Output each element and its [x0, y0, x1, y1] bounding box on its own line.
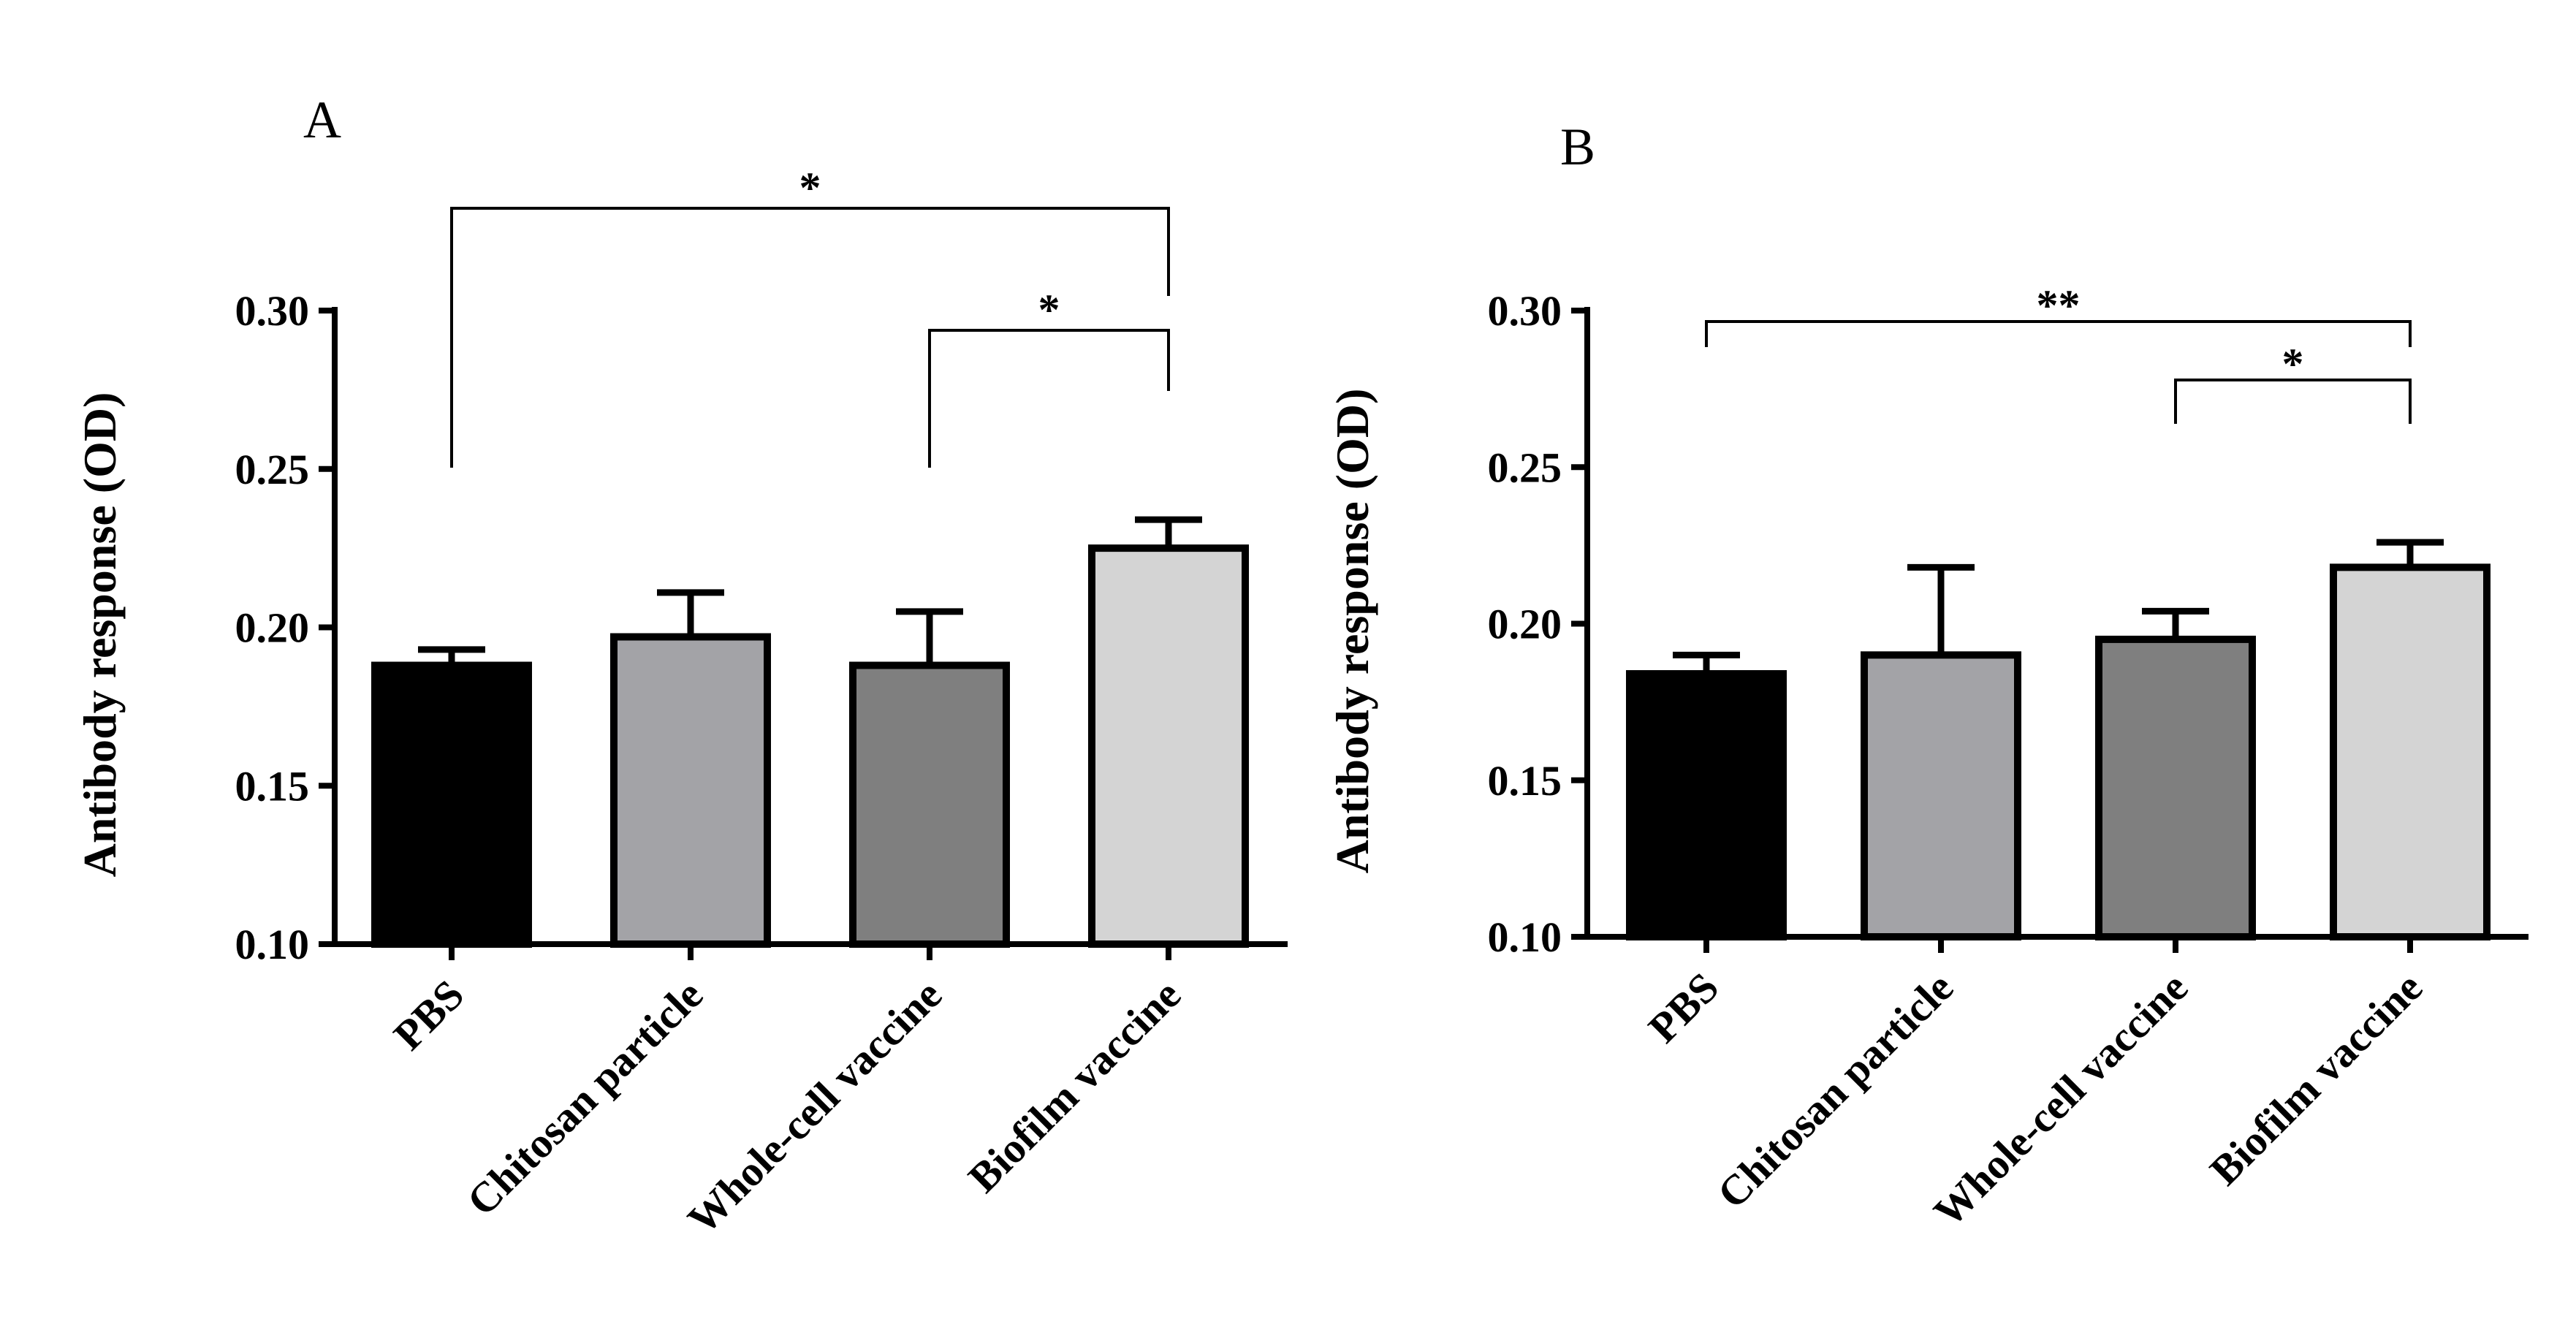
significance-bracket: [2174, 379, 2412, 424]
x-tick-label: Biofilm vaccine: [959, 970, 1190, 1201]
significance-label: *: [1038, 286, 1060, 334]
y-tick-label: 0.10: [235, 921, 310, 968]
x-tick-label: Chitosan particle: [1708, 963, 1962, 1217]
y-axis-title: Antibody response (OD): [74, 392, 126, 878]
bar: [371, 661, 532, 949]
significance-label: *: [799, 164, 821, 212]
bar: [849, 661, 1010, 949]
y-tick-label: 0.25: [1488, 444, 1562, 491]
y-tick-label: 0.15: [235, 762, 310, 810]
y-tick-label: 0.25: [235, 446, 310, 493]
y-tick-label: 0.30: [235, 287, 310, 335]
bar: [610, 633, 771, 948]
significance-bracket: [1705, 320, 2412, 347]
y-tick-label: 0.20: [1488, 601, 1562, 648]
x-tick-label: Biofilm vaccine: [2200, 963, 2431, 1194]
panel-letter: A: [303, 91, 341, 149]
x-tick-label: PBS: [384, 970, 473, 1059]
y-tick-label: 0.30: [1488, 287, 1562, 335]
x-tick-label: Whole-cell vaccine: [1924, 963, 2197, 1236]
bar: [2095, 635, 2256, 940]
panel-letter: B: [1560, 118, 1595, 176]
significance-label: *: [2282, 340, 2304, 388]
y-tick-label: 0.20: [235, 604, 310, 652]
bar: [1088, 544, 1249, 948]
x-tick-label: Whole-cell vaccine: [678, 970, 951, 1243]
bar: [1861, 651, 2021, 940]
significance-label: **: [2037, 281, 2081, 330]
significance-bracket: [450, 207, 1170, 468]
y-tick-label: 0.10: [1488, 913, 1562, 961]
x-tick-label: Chitosan particle: [457, 970, 712, 1225]
x-tick-label: PBS: [1639, 963, 1728, 1052]
bar: [2330, 563, 2490, 940]
y-axis-title: Antibody response (OD): [1326, 389, 1378, 874]
bar: [1626, 670, 1787, 940]
significance-bracket: [928, 329, 1170, 468]
y-tick-label: 0.15: [1488, 757, 1562, 805]
